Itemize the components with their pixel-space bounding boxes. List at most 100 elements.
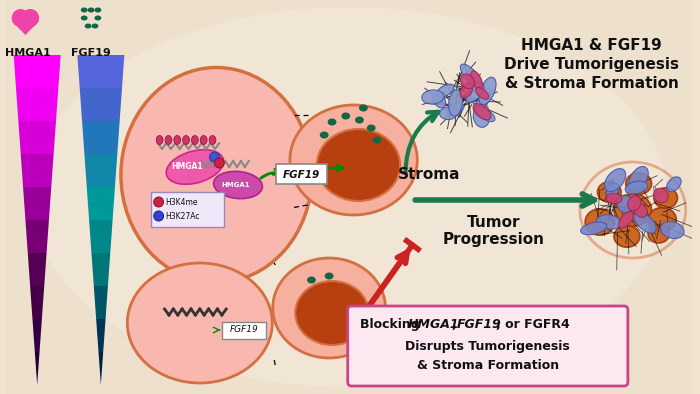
Polygon shape: [32, 319, 42, 352]
Ellipse shape: [342, 113, 350, 119]
Text: FGF19: FGF19: [230, 325, 258, 335]
Ellipse shape: [470, 71, 482, 89]
Polygon shape: [14, 55, 61, 88]
Ellipse shape: [214, 171, 262, 199]
Ellipse shape: [580, 222, 607, 235]
Text: , or FGFR4: , or FGFR4: [496, 318, 569, 331]
Text: HMGA1: HMGA1: [4, 48, 50, 58]
Circle shape: [154, 211, 164, 221]
Polygon shape: [12, 21, 39, 35]
Ellipse shape: [648, 225, 669, 243]
Ellipse shape: [654, 188, 678, 208]
Polygon shape: [21, 154, 54, 187]
Ellipse shape: [473, 93, 491, 112]
Ellipse shape: [648, 208, 676, 232]
Ellipse shape: [183, 136, 190, 145]
Polygon shape: [77, 55, 125, 88]
Polygon shape: [80, 88, 122, 121]
Ellipse shape: [473, 104, 491, 120]
Ellipse shape: [166, 150, 223, 184]
Ellipse shape: [653, 188, 668, 203]
Text: HMGA1: HMGA1: [407, 318, 459, 331]
Ellipse shape: [92, 24, 99, 28]
Ellipse shape: [634, 204, 648, 217]
Ellipse shape: [295, 281, 369, 345]
Polygon shape: [25, 220, 49, 253]
Ellipse shape: [85, 24, 92, 28]
Ellipse shape: [200, 136, 207, 145]
Bar: [223, 322, 267, 339]
Ellipse shape: [328, 119, 337, 126]
Ellipse shape: [88, 7, 94, 13]
FancyBboxPatch shape: [348, 306, 628, 386]
Ellipse shape: [421, 90, 444, 104]
Circle shape: [154, 197, 164, 207]
Text: HMGA1 & FGF19
Drive Tumorigenesis
& Stroma Formation: HMGA1 & FGF19 Drive Tumorigenesis & Stro…: [504, 38, 679, 91]
Ellipse shape: [476, 87, 489, 99]
Ellipse shape: [290, 105, 417, 215]
Text: FGF19: FGF19: [71, 48, 111, 58]
Text: Blocking: Blocking: [360, 318, 424, 331]
Ellipse shape: [317, 129, 400, 201]
Ellipse shape: [436, 84, 454, 97]
Ellipse shape: [433, 92, 445, 108]
Polygon shape: [28, 253, 47, 286]
Circle shape: [12, 9, 29, 27]
Ellipse shape: [307, 277, 316, 284]
Ellipse shape: [174, 136, 181, 145]
Text: HMGA1: HMGA1: [172, 162, 203, 171]
Text: FGF19: FGF19: [283, 170, 321, 180]
Polygon shape: [18, 121, 56, 154]
Text: FGF19: FGF19: [456, 318, 501, 331]
Polygon shape: [92, 253, 111, 286]
Ellipse shape: [320, 132, 328, 139]
Ellipse shape: [614, 226, 640, 247]
Ellipse shape: [209, 136, 216, 145]
Polygon shape: [96, 319, 106, 352]
Ellipse shape: [606, 183, 619, 197]
Ellipse shape: [634, 212, 656, 233]
Text: Stroma: Stroma: [398, 167, 461, 182]
Polygon shape: [30, 286, 44, 319]
Ellipse shape: [460, 84, 473, 98]
Polygon shape: [89, 220, 113, 253]
Text: Disrupts Tumorigenesis: Disrupts Tumorigenesis: [405, 340, 570, 353]
Ellipse shape: [449, 90, 463, 116]
Ellipse shape: [440, 107, 457, 119]
Polygon shape: [87, 187, 115, 220]
Ellipse shape: [625, 181, 648, 194]
Text: ,: ,: [452, 318, 461, 331]
Ellipse shape: [473, 106, 489, 127]
Ellipse shape: [30, 7, 667, 387]
Polygon shape: [16, 88, 58, 121]
Ellipse shape: [156, 136, 163, 145]
Polygon shape: [99, 352, 103, 385]
Ellipse shape: [475, 106, 495, 122]
Ellipse shape: [80, 7, 88, 13]
Ellipse shape: [479, 77, 496, 105]
Text: HMGA1: HMGA1: [222, 182, 251, 188]
Polygon shape: [82, 121, 120, 154]
Text: & Stroma Formation: & Stroma Formation: [416, 359, 559, 372]
Ellipse shape: [372, 136, 382, 143]
Ellipse shape: [80, 15, 88, 20]
Ellipse shape: [121, 67, 312, 282]
Ellipse shape: [94, 7, 101, 13]
Ellipse shape: [629, 167, 648, 191]
Ellipse shape: [626, 173, 652, 194]
Ellipse shape: [666, 177, 681, 192]
Ellipse shape: [628, 196, 641, 211]
Ellipse shape: [127, 263, 272, 383]
Ellipse shape: [596, 215, 622, 229]
Polygon shape: [85, 154, 118, 187]
Ellipse shape: [367, 125, 376, 132]
Ellipse shape: [614, 194, 652, 226]
Ellipse shape: [466, 82, 484, 102]
Polygon shape: [23, 187, 51, 220]
Text: Tumor
Progression: Tumor Progression: [442, 215, 545, 247]
Ellipse shape: [355, 117, 364, 123]
Ellipse shape: [273, 258, 386, 358]
Bar: [276, 164, 327, 184]
Ellipse shape: [165, 136, 172, 145]
Ellipse shape: [619, 212, 634, 229]
